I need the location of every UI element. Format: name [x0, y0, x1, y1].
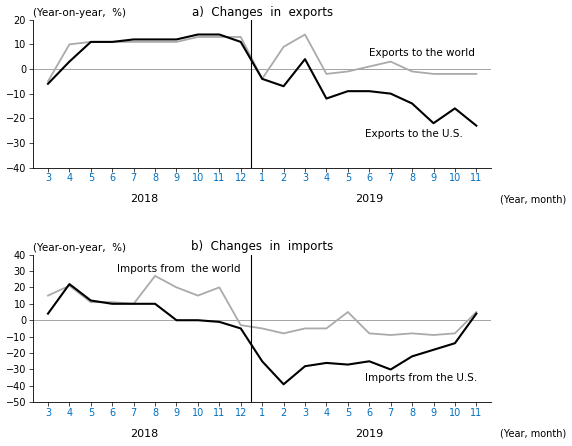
- Text: (Year, month): (Year, month): [500, 194, 567, 204]
- Text: (Year-on-year,  %): (Year-on-year, %): [33, 8, 126, 18]
- Text: 2018: 2018: [130, 429, 158, 439]
- Text: Imports from  the world: Imports from the world: [117, 264, 240, 274]
- Text: (Year, month): (Year, month): [500, 429, 567, 439]
- Text: 2019: 2019: [355, 194, 383, 204]
- Title: b)  Changes  in  imports: b) Changes in imports: [191, 240, 333, 253]
- Text: 2018: 2018: [130, 194, 158, 204]
- Text: 2019: 2019: [355, 429, 383, 439]
- Text: Exports to the world: Exports to the world: [370, 48, 475, 58]
- Title: a)  Changes  in  exports: a) Changes in exports: [192, 5, 333, 19]
- Text: Imports from the U.S.: Imports from the U.S.: [365, 373, 477, 383]
- Text: (Year-on-year,  %): (Year-on-year, %): [33, 243, 126, 253]
- Text: Exports to the U.S.: Exports to the U.S.: [365, 129, 463, 139]
